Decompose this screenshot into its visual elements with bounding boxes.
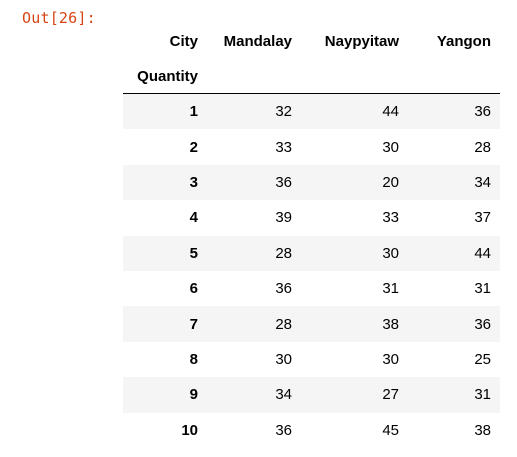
table-cell: 33 <box>199 129 301 164</box>
table-cell: 28 <box>199 236 301 271</box>
column-header-yangon: Yangon <box>408 24 500 59</box>
row-index-cell: 7 <box>123 306 199 341</box>
table-cell: 37 <box>408 200 500 235</box>
table-cell: 30 <box>301 129 408 164</box>
table-cell: 32 <box>199 94 301 130</box>
table-cell: 33 <box>301 200 408 235</box>
table-row: 4 39 33 37 <box>123 200 500 235</box>
table-row: 8 30 30 25 <box>123 342 500 377</box>
row-index-cell: 2 <box>123 129 199 164</box>
row-index-cell: 10 <box>123 413 199 448</box>
index-name-spacer <box>408 59 500 94</box>
table-cell: 36 <box>199 271 301 306</box>
dataframe-table: City Mandalay Naypyitaw Yangon Quantity … <box>123 24 500 448</box>
table-row: 9 34 27 31 <box>123 377 500 412</box>
index-name-spacer <box>301 59 408 94</box>
table-row: 3 36 20 34 <box>123 165 500 200</box>
table-cell: 31 <box>301 271 408 306</box>
row-index-cell: 8 <box>123 342 199 377</box>
table-row: 2 33 30 28 <box>123 129 500 164</box>
column-header-naypyitaw: Naypyitaw <box>301 24 408 59</box>
row-index-cell: 6 <box>123 271 199 306</box>
index-name-row: Quantity <box>123 59 500 94</box>
index-name-header: Quantity <box>123 59 199 94</box>
row-index-cell: 9 <box>123 377 199 412</box>
column-header-row: City Mandalay Naypyitaw Yangon <box>123 24 500 59</box>
table-cell: 28 <box>408 129 500 164</box>
table-row: 5 28 30 44 <box>123 236 500 271</box>
table-cell: 36 <box>408 306 500 341</box>
row-index-cell: 1 <box>123 94 199 130</box>
table-row: 1 32 44 36 <box>123 94 500 130</box>
table-cell: 44 <box>301 94 408 130</box>
table-cell: 34 <box>408 165 500 200</box>
table-cell: 36 <box>199 413 301 448</box>
table-row: 10 36 45 38 <box>123 413 500 448</box>
row-index-cell: 4 <box>123 200 199 235</box>
table-cell: 36 <box>199 165 301 200</box>
table-cell: 36 <box>408 94 500 130</box>
table-cell: 27 <box>301 377 408 412</box>
table-cell: 34 <box>199 377 301 412</box>
index-name-spacer <box>199 59 301 94</box>
table-cell: 31 <box>408 271 500 306</box>
table-cell: 45 <box>301 413 408 448</box>
table-cell: 38 <box>301 306 408 341</box>
row-index-cell: 3 <box>123 165 199 200</box>
row-index-cell: 5 <box>123 236 199 271</box>
table-cell: 39 <box>199 200 301 235</box>
table-cell: 25 <box>408 342 500 377</box>
output-prompt: Out[26]: <box>22 9 96 27</box>
dataframe-body: 1 32 44 36 2 33 30 28 3 36 20 34 4 39 33 37 5 28 30 44 6 36 31… <box>123 94 500 448</box>
table-cell: 28 <box>199 306 301 341</box>
table-cell: 30 <box>301 236 408 271</box>
table-cell: 30 <box>199 342 301 377</box>
table-cell: 44 <box>408 236 500 271</box>
table-cell: 20 <box>301 165 408 200</box>
table-cell: 38 <box>408 413 500 448</box>
dataframe-output: City Mandalay Naypyitaw Yangon Quantity … <box>123 24 500 448</box>
table-cell: 31 <box>408 377 500 412</box>
column-header-mandalay: Mandalay <box>199 24 301 59</box>
table-cell: 30 <box>301 342 408 377</box>
table-row: 7 28 38 36 <box>123 306 500 341</box>
columns-name-header: City <box>123 24 199 59</box>
table-row: 6 36 31 31 <box>123 271 500 306</box>
